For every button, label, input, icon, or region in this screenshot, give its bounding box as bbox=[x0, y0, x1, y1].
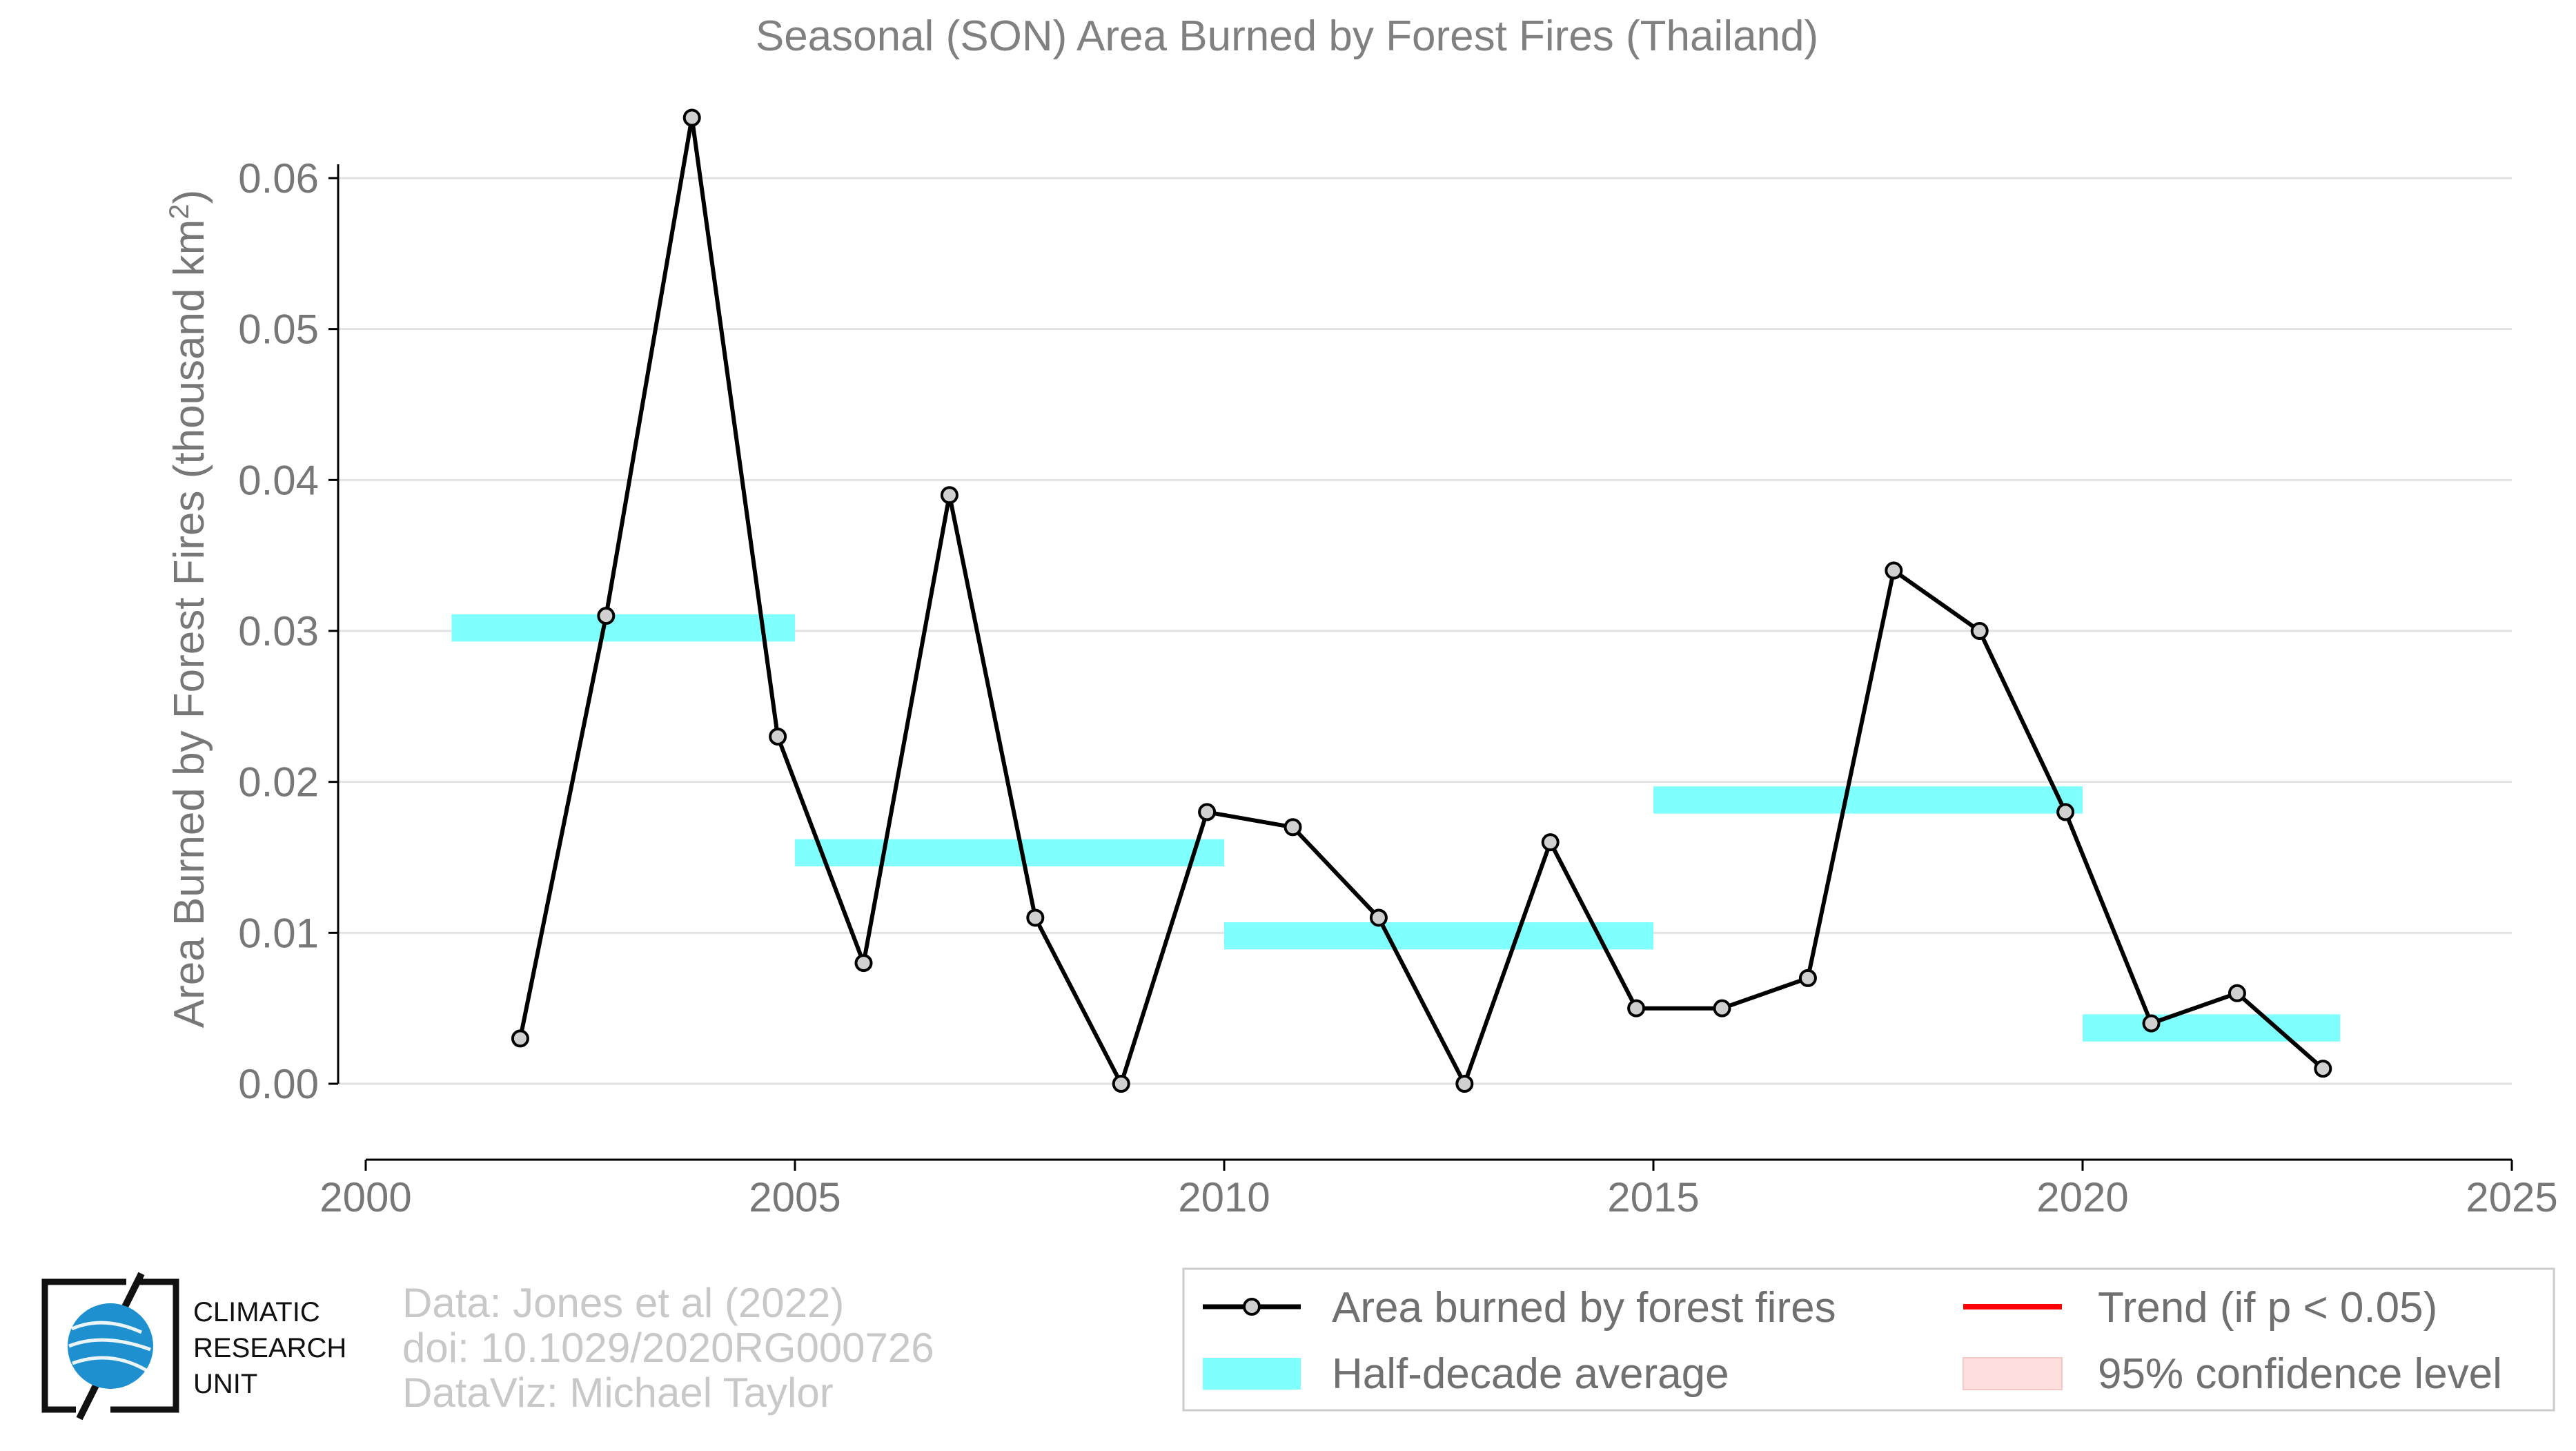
x-tick-label: 2015 bbox=[1607, 1174, 1699, 1220]
x-tick-label: 2000 bbox=[319, 1174, 411, 1220]
logo-slash-bottom bbox=[76, 1382, 100, 1421]
data-point bbox=[2056, 803, 2075, 821]
cru-logo: CLIMATIC RESEARCH UNIT bbox=[41, 1272, 346, 1421]
legend-label-series: Area burned by forest fires bbox=[1332, 1284, 1836, 1332]
data-point bbox=[1713, 999, 1731, 1017]
half-decade-bar bbox=[1224, 922, 1653, 950]
half-decade-bar bbox=[795, 839, 1224, 867]
data-point bbox=[1112, 1075, 1130, 1093]
logo-slash-top bbox=[121, 1272, 145, 1310]
legend-frame bbox=[1182, 1267, 2555, 1412]
legend-label-confidence: 95% confidence level bbox=[2098, 1350, 2502, 1398]
chart-title: Seasonal (SON) Area Burned by Forest Fir… bbox=[756, 12, 1818, 60]
y-tick-label: 0.05 bbox=[238, 306, 319, 353]
x-tick-label: 2010 bbox=[1178, 1174, 1270, 1220]
x-ticks: 2000 2005 2010 2015 2020 2025 bbox=[319, 1160, 2558, 1220]
logo-bracket-left bbox=[41, 1278, 126, 1413]
data-point bbox=[682, 108, 701, 127]
x-tick-label: 2020 bbox=[2036, 1174, 2128, 1220]
legend-swatch-confidence bbox=[1963, 1357, 2063, 1390]
data-point bbox=[1284, 818, 1302, 837]
data-point bbox=[1541, 833, 1560, 852]
y-axis-label-end: ) bbox=[166, 190, 213, 204]
y-axis-label-sup: 2 bbox=[164, 204, 195, 219]
data-point bbox=[2228, 984, 2246, 1002]
data-point bbox=[769, 728, 787, 746]
data-point bbox=[1455, 1075, 1474, 1093]
logo-bracket-right bbox=[110, 1278, 179, 1413]
credit-data: Data: Jones et al (2022) bbox=[402, 1280, 844, 1326]
data-point bbox=[1885, 561, 1903, 580]
logo-globe-swirl bbox=[68, 1321, 151, 1372]
legend-swatch-half-decade bbox=[1203, 1358, 1301, 1390]
data-point bbox=[1026, 908, 1045, 927]
y-ticks: 0.00 0.01 0.02 0.03 0.04 0.05 0.06 bbox=[238, 155, 338, 1107]
data-point bbox=[1369, 908, 1388, 927]
y-tick-label: 0.04 bbox=[238, 457, 319, 503]
x-tick-label: 2025 bbox=[2466, 1174, 2557, 1220]
half-decade-bar bbox=[1653, 786, 2083, 814]
data-point bbox=[597, 607, 616, 625]
axes bbox=[337, 164, 2512, 1161]
x-tick-label: 2005 bbox=[749, 1174, 840, 1220]
credit-dataviz: DataViz: Michael Taylor bbox=[402, 1370, 834, 1416]
logo-text-unit: UNIT bbox=[193, 1369, 257, 1399]
data-point bbox=[1627, 999, 1646, 1017]
data-point bbox=[1198, 803, 1217, 821]
data-point bbox=[854, 954, 873, 973]
legend: Area burned by forest fires Trend (if p … bbox=[1182, 1267, 2555, 1412]
y-tick-label: 0.02 bbox=[238, 759, 319, 806]
half-decade-average-bars bbox=[451, 614, 2341, 1042]
legend-label-half-decade: Half-decade average bbox=[1332, 1350, 1729, 1398]
data-point bbox=[1970, 622, 1989, 640]
data-point bbox=[940, 486, 958, 505]
y-tick-label: 0.01 bbox=[238, 910, 319, 956]
half-decade-bar bbox=[451, 614, 795, 642]
series-line-area-burned bbox=[518, 115, 2325, 1086]
half-decade-bar bbox=[2083, 1014, 2341, 1042]
data-point bbox=[511, 1029, 529, 1048]
y-axis-label: Area Burned by Forest Fires (thousand km… bbox=[164, 190, 213, 1029]
y-tick-label: 0.06 bbox=[238, 155, 319, 202]
data-point bbox=[1798, 968, 1817, 987]
y-tick-label: 0.00 bbox=[238, 1061, 319, 1107]
y-axis-label-main: Area Burned by Forest Fires (thousand km bbox=[166, 220, 213, 1029]
y-tick-label: 0.03 bbox=[238, 608, 319, 654]
logo-text-climatic: CLIMATIC bbox=[193, 1297, 320, 1327]
series-points bbox=[511, 108, 2332, 1093]
legend-label-trend: Trend (if p < 0.05) bbox=[2098, 1284, 2437, 1332]
legend-swatch-series-marker bbox=[1243, 1298, 1261, 1316]
data-point bbox=[2314, 1060, 2332, 1078]
data-point bbox=[2142, 1014, 2161, 1033]
credit-doi: doi: 10.1029/2020RG000726 bbox=[402, 1325, 934, 1371]
logo-text-research: RESEARCH bbox=[193, 1333, 346, 1363]
